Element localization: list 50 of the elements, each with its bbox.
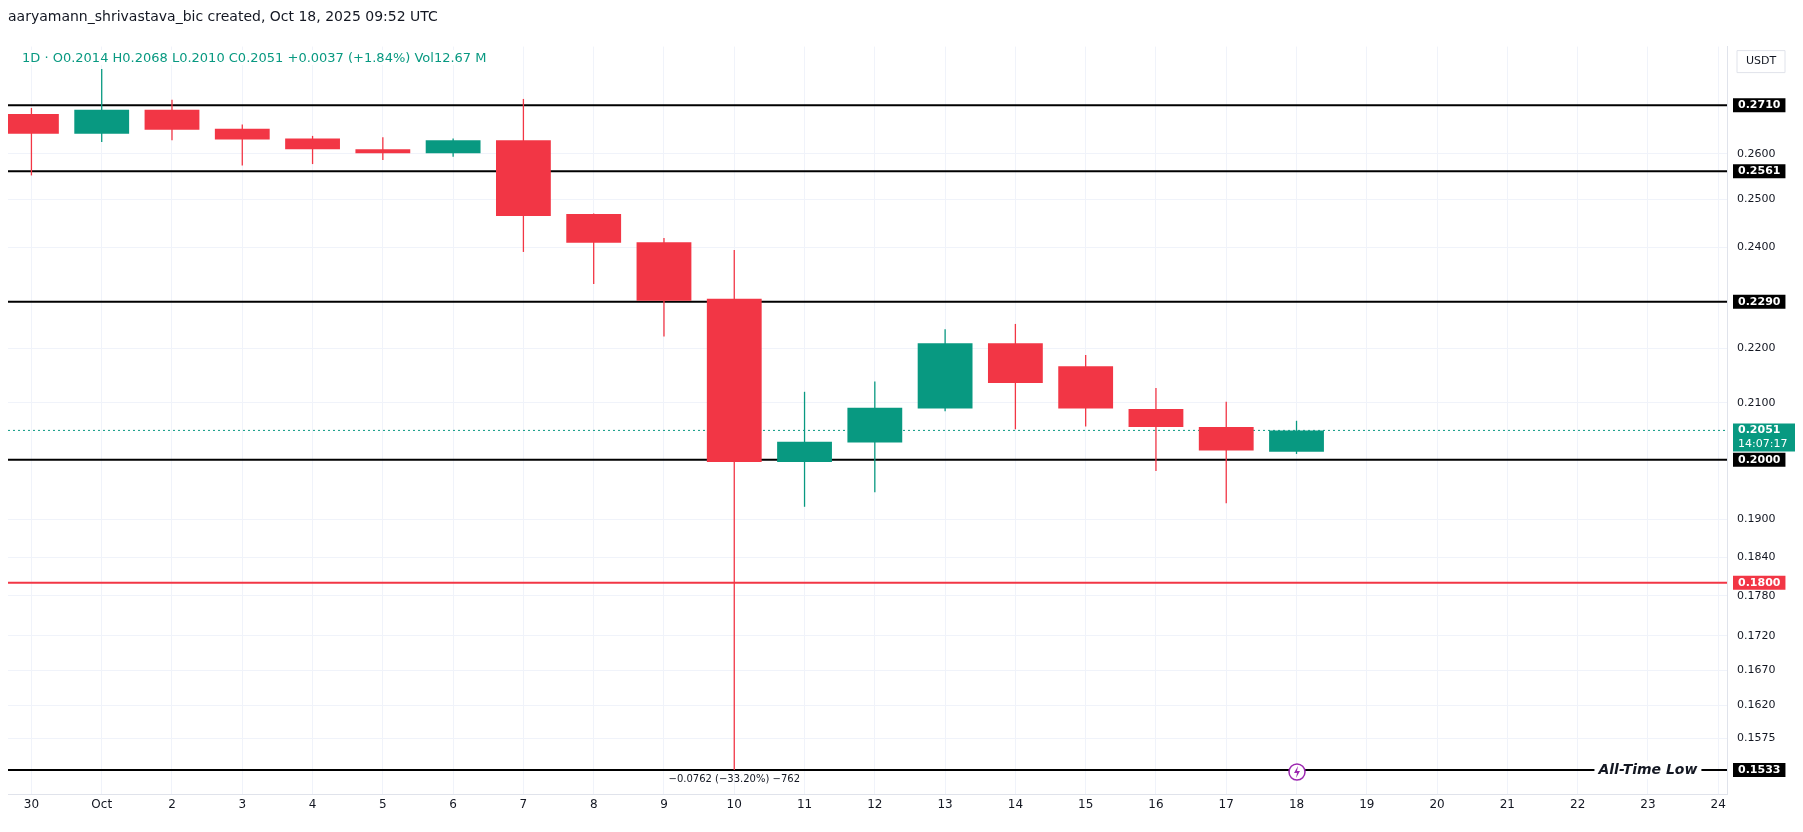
x-tick-label: 24 xyxy=(1710,796,1726,811)
candlestick xyxy=(355,136,411,161)
y-tick-label: 0.1720 xyxy=(1737,628,1776,642)
x-tick-label: 17 xyxy=(1218,796,1234,811)
x-tick-label: 11 xyxy=(796,796,813,811)
x-tick-label: 10 xyxy=(726,796,742,811)
x-tick-label: 19 xyxy=(1359,796,1375,811)
ref-line-label: 0.2000 xyxy=(1738,452,1781,466)
ref-line-label: 0.2290 xyxy=(1738,294,1781,308)
x-tick-label: 8 xyxy=(589,796,598,811)
y-tick-label: 0.2100 xyxy=(1737,395,1776,409)
chart-subtitle: 1D · O0.2014 H0.2068 L0.2010 C0.2051 +0.0037 (+1.84%) Vol12.67 M xyxy=(22,50,487,65)
x-tick-label: 18 xyxy=(1288,796,1305,811)
y-axis-title: USDT xyxy=(1745,54,1777,68)
annotation: −0.0762 (−33.20%) −762 xyxy=(668,772,801,784)
ref-line-label: 0.1533 xyxy=(1738,762,1781,776)
x-tick-label: 30 xyxy=(23,796,40,811)
x-tick-label: 22 xyxy=(1570,796,1586,811)
y-tick-label: 0.1670 xyxy=(1737,662,1776,676)
x-tick-label: 7 xyxy=(519,796,528,811)
ref-line-label: 0.2561 xyxy=(1738,164,1781,178)
y-tick-label: 0.1840 xyxy=(1737,549,1776,563)
x-tick-label: 21 xyxy=(1499,796,1516,811)
x-tick-label: 16 xyxy=(1148,796,1164,811)
x-tick-label: Oct xyxy=(91,796,113,811)
y-tick-label: 0.2200 xyxy=(1737,341,1776,355)
x-tick-label: 12 xyxy=(867,796,883,811)
y-tick-label: 0.2400 xyxy=(1737,239,1776,253)
x-tick-label: 9 xyxy=(660,796,668,811)
x-tick-label: 4 xyxy=(308,796,317,811)
x-tick-label: 20 xyxy=(1429,796,1445,811)
x-tick-label: 15 xyxy=(1078,796,1094,811)
chart-title: aaryamann_shrivastava_bic created, Oct 18, 2025 09:52 UTC xyxy=(8,8,439,26)
ref-line-label: 0.2710 xyxy=(1738,98,1781,112)
x-tick-label: 14 xyxy=(1007,796,1024,811)
x-tick-label: 6 xyxy=(449,796,457,811)
ref-line-label: 0.2051 14:07:17 xyxy=(1738,423,1788,451)
x-tick-label: 5 xyxy=(379,796,387,811)
y-tick-label: 0.1620 xyxy=(1737,698,1776,712)
y-tick-label: 0.1900 xyxy=(1737,512,1776,526)
y-tick-label: 0.1780 xyxy=(1737,588,1776,602)
x-tick-label: 3 xyxy=(238,796,247,811)
x-tick-label: 23 xyxy=(1640,796,1656,811)
x-tick-label: 13 xyxy=(937,796,953,811)
y-tick-label: 0.1575 xyxy=(1737,731,1776,745)
y-tick-label: 0.2500 xyxy=(1737,192,1776,206)
annotation: All-Time Low xyxy=(1597,760,1698,777)
ref-line-label: 0.1800 xyxy=(1738,575,1781,589)
y-tick-label: 0.2600 xyxy=(1737,146,1776,160)
x-tick-label: 2 xyxy=(168,796,176,811)
